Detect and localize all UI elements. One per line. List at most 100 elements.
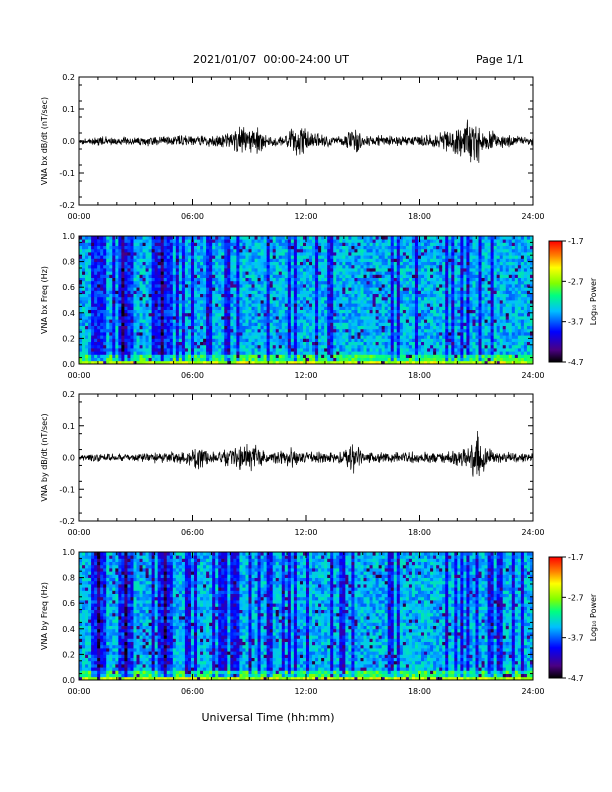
- spectrogram-cell: [275, 319, 280, 323]
- spectrogram-cell: [272, 236, 277, 240]
- spectrogram-cell: [151, 239, 156, 243]
- spectrogram-cell: [439, 277, 443, 282]
- spectrogram-cell: [309, 325, 313, 330]
- spectrogram-cell: [363, 248, 367, 253]
- spectrogram-cell: [421, 274, 425, 278]
- spectrogram-cell: [396, 303, 401, 307]
- spectrogram-cell: [197, 239, 201, 243]
- spectrogram-cell: [142, 252, 146, 256]
- spectrogram-cell: [345, 312, 349, 317]
- spectrogram-cell: [230, 284, 234, 288]
- spectrogram-cell: [312, 303, 316, 307]
- spectrogram-cell: [224, 277, 228, 282]
- spectrogram-cell: [296, 290, 301, 294]
- spectrogram-cell: [417, 277, 422, 282]
- spectrogram-cell: [245, 264, 249, 269]
- spectrogram-cell: [439, 268, 443, 272]
- spectrogram-cell: [309, 296, 313, 301]
- spectrogram-cell: [378, 300, 383, 304]
- spectrogram-cell: [354, 296, 358, 301]
- spectrogram-cell: [94, 300, 98, 304]
- spectrogram-cell: [200, 261, 204, 266]
- spectrogram-cell: [127, 261, 131, 266]
- spectrogram-cell: [411, 332, 416, 336]
- spectrogram-cell: [97, 348, 101, 352]
- spectrogram-cell: [85, 351, 89, 355]
- spectrogram-cell: [263, 341, 268, 346]
- spectrogram-cell: [139, 357, 143, 362]
- spectrogram-cell: [433, 271, 437, 275]
- spectrogram-cell: [436, 236, 440, 240]
- panel-1: [78, 76, 534, 206]
- spectrogram-cell: [230, 309, 234, 314]
- spectrogram-cell: [245, 322, 249, 326]
- spectrogram-cell: [172, 322, 177, 326]
- spectrogram-cell: [251, 239, 255, 243]
- spectrogram-cell: [318, 309, 322, 314]
- spectrogram-cell: [254, 322, 258, 326]
- spectrogram-cell: [315, 335, 319, 339]
- spectrogram-cell: [293, 360, 298, 365]
- spectrogram-cell: [145, 293, 150, 298]
- spectrogram-cell: [181, 242, 186, 246]
- spectrogram-cell: [197, 338, 201, 342]
- spectrogram-cell: [263, 264, 268, 269]
- spectrogram-cell: [190, 290, 195, 294]
- spectrogram-cell: [224, 348, 228, 352]
- spectrogram-cell: [357, 264, 361, 269]
- spectrogram-cell: [366, 236, 370, 240]
- spectrogram-cell: [306, 341, 310, 346]
- spectrogram-cell: [369, 344, 373, 349]
- spectrogram-cell: [187, 316, 192, 320]
- spectrogram-cell: [275, 287, 280, 291]
- spectrogram-cell: [206, 328, 210, 333]
- spectrogram-cell: [109, 341, 113, 346]
- spectrogram-cell: [181, 328, 186, 333]
- spectrogram-cell: [278, 268, 283, 272]
- spectrogram-cell: [336, 322, 340, 326]
- spectrogram-cell: [103, 284, 107, 288]
- spectrogram-cell: [375, 277, 380, 282]
- spectrogram-cell: [345, 303, 349, 307]
- spectrogram-cell: [315, 287, 319, 291]
- spectrogram-cell: [215, 274, 219, 278]
- spectrogram-cell: [106, 303, 110, 307]
- spectrogram-cell: [408, 344, 413, 349]
- spectrogram-cell: [411, 261, 416, 266]
- spectrogram-cell: [287, 319, 292, 323]
- spectrogram-cell: [354, 319, 358, 323]
- spectrogram-cell: [94, 344, 98, 349]
- spectrogram-cell: [306, 287, 310, 291]
- spectrogram-cell: [266, 239, 271, 243]
- spectrogram-cell: [357, 338, 361, 342]
- spectrogram-cell: [157, 306, 162, 310]
- spectrogram-cell: [91, 261, 95, 266]
- spectrogram-cell: [263, 268, 268, 272]
- spectrogram-cell: [194, 312, 198, 317]
- spectrogram-cell: [127, 316, 131, 320]
- spectrogram-cell: [118, 338, 122, 342]
- spectrogram-cell: [154, 332, 159, 336]
- spectrogram-cell: [354, 258, 358, 262]
- spectrogram-cell: [284, 268, 289, 272]
- spectrogram-cell: [212, 274, 216, 278]
- spectrogram-cell: [393, 296, 398, 301]
- spectrogram-cell: [384, 348, 389, 352]
- spectrogram-cell: [154, 236, 159, 240]
- spectrogram-cell: [160, 341, 165, 346]
- spectrogram-cell: [378, 351, 383, 355]
- spectrogram-cell: [284, 328, 289, 333]
- spectrogram-cell: [106, 255, 110, 259]
- spectrogram-cell: [275, 348, 280, 352]
- spectrogram-cell: [278, 296, 283, 301]
- spectrogram-cell: [448, 300, 452, 304]
- spectrogram-cell: [348, 287, 352, 291]
- spectrogram-cell: [121, 280, 125, 285]
- spectrogram-cell: [118, 319, 122, 323]
- spectrogram-cell: [163, 360, 168, 365]
- spectrogram-cell: [233, 300, 237, 304]
- spectrogram-cell: [296, 271, 301, 275]
- spectrogram-cell: [293, 284, 298, 288]
- spectrogram-cell: [284, 309, 289, 314]
- spectrogram-cell: [97, 325, 101, 330]
